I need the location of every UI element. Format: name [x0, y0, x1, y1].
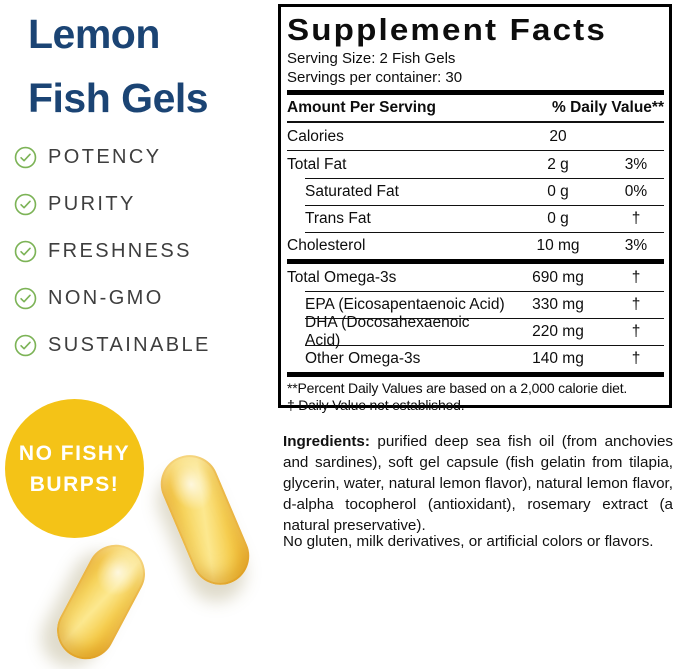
nutrient-name: Other Omega-3s — [305, 349, 421, 367]
nutrient-amount: 20 — [549, 127, 567, 145]
nutrient-name: Total Omega-3s — [287, 268, 397, 286]
list-item: NON-GMO — [14, 287, 211, 310]
nutrient-amount: 140 mg — [532, 349, 584, 367]
nutrient-daily-value: 3% — [624, 155, 648, 173]
benefit-label: NON-GMO — [48, 287, 164, 309]
ingredients-text: purified deep sea fish oil (from anchovi… — [283, 433, 673, 535]
nutrient-name: EPA (Eicosapentaenoic Acid) — [305, 295, 505, 313]
nutrient-amount: 690 mg — [532, 268, 584, 286]
table-row: Other Omega-3s 140 mg † — [287, 345, 664, 372]
nutrient-name: Saturated Fat — [305, 182, 399, 200]
table-row: Total Fat 2 g 3% — [287, 150, 664, 178]
check-circle-icon — [14, 146, 37, 169]
badge-line2: BURPS! — [29, 472, 120, 496]
nutrient-daily-value: 3% — [624, 236, 648, 254]
table-row: Cholesterol 10 mg 3% — [287, 232, 664, 259]
table-row: Calories 20 — [287, 122, 664, 150]
allergen-note: No gluten, milk derivatives, or artifici… — [283, 533, 654, 551]
list-item: SUSTAINABLE — [14, 334, 211, 357]
nutrient-name: Cholesterol — [287, 236, 366, 254]
divider-thick — [287, 90, 664, 95]
nutrient-amount: 330 mg — [532, 295, 584, 313]
nutrient-amount: 2 g — [547, 155, 569, 173]
list-item: FRESHNESS — [14, 240, 211, 263]
page-title: Lemon Fish Gels — [28, 2, 209, 130]
amount-per-serving-header: Amount Per Serving — [287, 99, 436, 116]
nutrient-amount: 220 mg — [532, 322, 584, 340]
benefit-label: SUSTAINABLE — [48, 334, 211, 356]
nutrient-amount: 0 g — [547, 182, 569, 200]
nutrient-name: Total Fat — [287, 155, 347, 173]
product-title-line2: Fish Gels — [28, 75, 209, 121]
nutrition-rows: Calories 20 Total Fat 2 g 3% Saturated Fat 0 g… — [287, 122, 664, 372]
nutrient-daily-value: † — [631, 322, 641, 340]
fish-gel-capsule — [151, 446, 259, 594]
table-row: EPA (Eicosapentaenoic Acid) 330 mg † — [287, 291, 664, 318]
check-circle-icon — [14, 334, 37, 357]
table-header: Amount Per Serving % Daily Value** — [287, 95, 664, 122]
nutrient-daily-value: † — [631, 349, 641, 367]
benefit-label: FRESHNESS — [48, 240, 192, 262]
footnote-line: **Percent Daily Values are based on a 2,… — [287, 380, 628, 396]
table-row: DHA (Docosahexaenoic Acid) 220 mg † — [287, 314, 664, 349]
nutrient-daily-value: † — [631, 268, 641, 286]
nutrient-daily-value: † — [631, 209, 641, 227]
fish-gel-capsule — [46, 534, 156, 669]
table-row: Total Omega-3s 690 mg † — [287, 259, 664, 291]
list-item: POTENCY — [14, 146, 211, 169]
nutrient-amount: 0 g — [547, 209, 569, 227]
table-row: Trans Fat 0 g † — [287, 205, 664, 232]
supplement-facts-title: Supplement Facts — [287, 12, 607, 47]
product-title-line1: Lemon — [28, 11, 160, 57]
check-circle-icon — [14, 287, 37, 310]
footnote-line: † Daily Value not established. — [287, 397, 465, 413]
no-fishy-burps-badge: NO FISHY BURPS! — [5, 399, 144, 538]
check-circle-icon — [14, 193, 37, 216]
table-row: Saturated Fat 0 g 0% — [287, 178, 664, 205]
supplement-facts-panel: Supplement Facts Serving Size: 2 Fish Ge… — [278, 4, 672, 413]
daily-value-header: % Daily Value** — [551, 99, 664, 116]
footnotes: **Percent Daily Values are based on a 2,… — [287, 372, 664, 414]
nutrient-name: Trans Fat — [305, 209, 371, 227]
nutrient-daily-value: † — [631, 295, 641, 313]
benefit-label: PURITY — [48, 193, 136, 215]
benefit-label: POTENCY — [48, 146, 162, 168]
nutrient-amount: 10 mg — [536, 236, 580, 254]
check-circle-icon — [14, 240, 37, 263]
badge-line1: NO FISHY — [18, 441, 131, 465]
servings-per-container: Servings per container: 30 — [287, 69, 463, 86]
benefits-list: POTENCY PURITY FRESHNESS NON-GMO SUSTAINABLE — [14, 146, 211, 381]
ingredients-paragraph: Ingredients: purified deep sea fish oil … — [283, 431, 673, 536]
serving-size: Serving Size: 2 Fish Gels — [287, 50, 456, 67]
ingredients-label: Ingredients: — [283, 433, 370, 451]
list-item: PURITY — [14, 193, 211, 216]
nutrient-name: Calories — [287, 127, 344, 145]
nutrient-daily-value: 0% — [624, 182, 648, 200]
